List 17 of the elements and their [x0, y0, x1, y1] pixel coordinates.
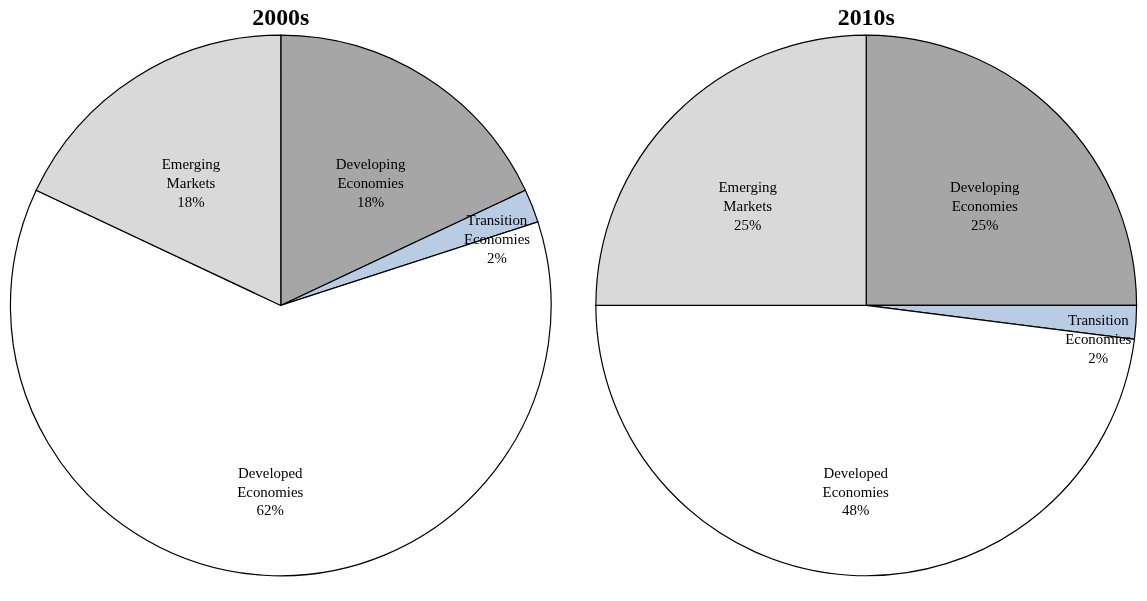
- data-label: 25%: [971, 216, 999, 233]
- slice-label: Developed Economies: [237, 464, 304, 500]
- slice-label: Transition Economies: [1065, 311, 1132, 347]
- chart-title: 2000s: [252, 3, 310, 30]
- data-label: 2%: [487, 249, 507, 266]
- slice-label: Emerging Markets: [161, 155, 221, 191]
- slice-label: Developing Economies: [949, 178, 1021, 214]
- data-label: 18%: [356, 193, 385, 210]
- slice-label: Developing Economies: [335, 155, 406, 191]
- slice-label: Developed Economies: [822, 464, 889, 500]
- data-label: 18%: [177, 193, 205, 210]
- slice-label: Emerging Markets: [718, 178, 778, 214]
- data-label: 2%: [1088, 349, 1109, 366]
- data-label: 48%: [842, 502, 870, 519]
- data-label: 62%: [256, 502, 284, 519]
- data-label: 25%: [734, 216, 762, 233]
- chart-title: 2010s: [837, 3, 895, 30]
